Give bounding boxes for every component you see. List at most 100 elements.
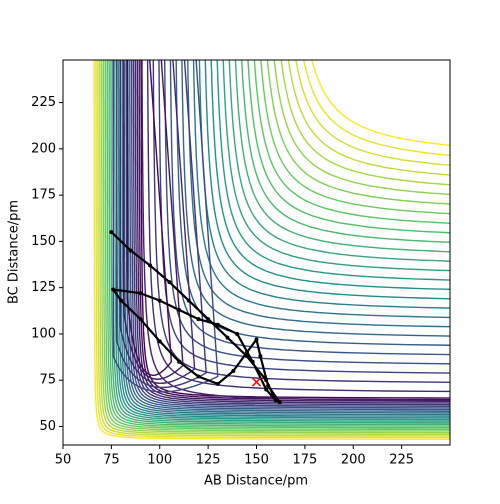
trajectory-point [273, 398, 278, 403]
trajectory-point [109, 230, 114, 235]
trajectory-point [167, 280, 172, 285]
start-marker [251, 377, 262, 387]
trajectory-point [266, 383, 271, 388]
x-tick-label: 225 [389, 453, 414, 468]
contour [260, 60, 450, 215]
contour [273, 60, 450, 196]
contour [187, 60, 450, 328]
contour [130, 60, 450, 407]
contour [181, 60, 450, 337]
trajectory-point [119, 298, 124, 303]
contour [198, 60, 450, 309]
trajectory-point [148, 263, 153, 268]
contour [134, 60, 450, 404]
contour [104, 60, 450, 431]
x-tick-label: 150 [244, 453, 269, 468]
trajectory-point [196, 374, 201, 379]
y-tick-label: 100 [31, 326, 56, 341]
trajectory-point [206, 317, 211, 322]
trajectory-point [186, 298, 191, 303]
contour [115, 60, 450, 421]
trajectory-point [277, 400, 282, 405]
y-tick-label: 75 [39, 373, 56, 388]
contour [106, 60, 450, 429]
trajectory-point [177, 359, 182, 364]
x-tick-label: 175 [292, 453, 317, 468]
trajectory-point [244, 354, 249, 359]
contour [164, 60, 450, 365]
trajectory-point [128, 248, 133, 253]
trajectory-point [215, 381, 220, 386]
trajectory-point [235, 331, 240, 336]
contour [204, 60, 450, 300]
contour [295, 60, 450, 166]
contour [280, 60, 450, 186]
contour [125, 60, 450, 412]
contour [287, 60, 450, 176]
trajectory-point [138, 317, 143, 322]
y-tick-label: 150 [31, 234, 56, 249]
contour [119, 60, 196, 384]
trajectory-point [177, 307, 182, 312]
contour-field [93, 60, 450, 440]
trajectory-point [254, 337, 259, 342]
y-tick-label: 200 [31, 141, 56, 156]
contour [311, 60, 450, 147]
contour [141, 60, 450, 402]
trajectory-point [215, 322, 220, 327]
y-tick-label: 125 [31, 280, 56, 295]
contour [95, 60, 450, 439]
contour [117, 60, 450, 419]
contour [136, 60, 450, 403]
y-tick-label: 225 [31, 95, 56, 110]
contour [114, 60, 450, 422]
contour [240, 60, 450, 243]
x-tick-label: 200 [341, 453, 366, 468]
trajectory-point [157, 339, 162, 344]
trajectory-point [258, 354, 263, 359]
trajectory-point [244, 350, 249, 355]
contour [138, 60, 450, 401]
x-axis-label: AB Distance/pm [204, 474, 308, 489]
trajectory-point [250, 359, 255, 364]
trajectory-layer [109, 230, 282, 405]
contour [210, 60, 450, 291]
contour [146, 60, 450, 393]
contour [127, 60, 450, 411]
x-tick-label: 125 [196, 453, 221, 468]
y-tick-label: 175 [31, 188, 56, 203]
contour [110, 60, 450, 426]
contour [247, 60, 450, 234]
contour [192, 60, 450, 319]
contour [102, 60, 450, 432]
x-tick-label: 100 [147, 453, 172, 468]
contour [108, 60, 450, 427]
trajectory-point [196, 317, 201, 322]
contour [93, 60, 450, 440]
contour [140, 60, 450, 399]
trajectory-point [264, 378, 269, 383]
contour [234, 60, 450, 253]
trajectory-point [138, 291, 143, 296]
trajectory-point [225, 335, 230, 340]
contour [97, 60, 450, 437]
x-tick-label: 75 [103, 453, 120, 468]
contour [123, 60, 184, 380]
trajectory-point [264, 387, 269, 392]
trajectory-point [231, 368, 236, 373]
y-axis-label: BC Distance/pm [7, 200, 22, 304]
contour [266, 60, 450, 205]
contour [222, 60, 450, 272]
contour [216, 60, 450, 281]
trajectory-point [111, 287, 116, 292]
x-tick-label: 50 [55, 453, 72, 468]
contour [99, 60, 450, 435]
y-tick-label: 50 [39, 419, 56, 434]
contour [100, 60, 450, 434]
contour [228, 60, 450, 262]
contour [302, 60, 450, 157]
contour [253, 60, 450, 224]
trajectory-point [157, 298, 162, 303]
contour [129, 60, 450, 409]
